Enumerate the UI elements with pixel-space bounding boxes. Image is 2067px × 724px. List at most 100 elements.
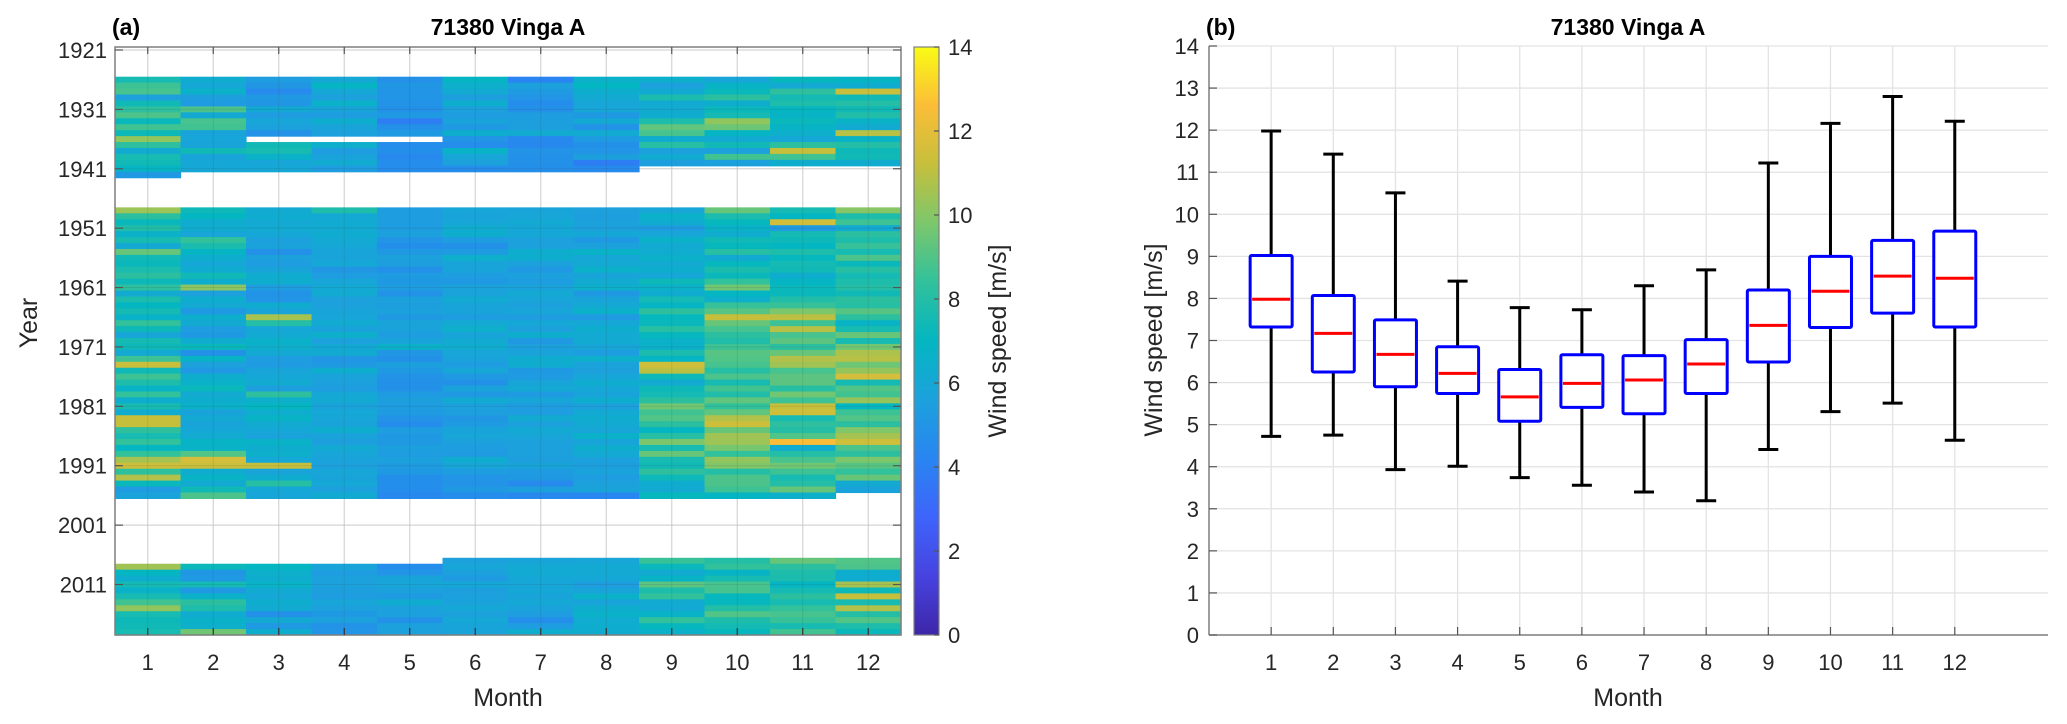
heatmap-cell <box>573 373 640 381</box>
heatmap-cell <box>639 403 706 410</box>
heatmap-cell <box>180 474 247 482</box>
heatmap-cell <box>115 581 182 589</box>
boxplot-title: 71380 Vinga A <box>1551 14 1706 40</box>
heatmap-cell <box>835 338 902 345</box>
heatmap-cell <box>442 153 509 161</box>
heatmap-cell <box>508 332 575 339</box>
heatmap-cell <box>704 367 771 375</box>
heatmap-cell <box>508 444 575 452</box>
heatmap-cell <box>573 569 640 577</box>
box-month-7 <box>1621 284 1667 494</box>
heatmap-cell <box>115 373 182 381</box>
heatmap-cell <box>508 320 575 327</box>
heatmap-cell <box>508 231 575 238</box>
heatmap-cell <box>442 100 509 107</box>
heatmap-cell <box>246 231 313 238</box>
heatmap-cell <box>835 415 902 422</box>
heatmap-cell <box>311 593 378 600</box>
heatmap-cell <box>639 456 706 464</box>
heatmap-cell <box>704 136 771 143</box>
heatmap-cell <box>180 147 247 155</box>
heatmap-cell <box>442 308 509 315</box>
heatmap-cell <box>508 124 575 131</box>
heatmap-cell <box>180 136 247 143</box>
heatmap-cell <box>377 147 444 155</box>
heatmap-cell <box>115 403 182 410</box>
heatmap-cell <box>704 361 771 369</box>
heatmap-cell <box>573 403 640 410</box>
heatmap-cell <box>508 343 575 351</box>
heatmap-cell <box>704 290 771 298</box>
heatmap-cell <box>508 421 575 428</box>
heatmap-cell <box>639 397 706 404</box>
heatmap-cell <box>573 433 640 440</box>
heatmap-cell <box>311 308 378 315</box>
heatmap-cell <box>704 433 771 440</box>
heatmap-cell <box>311 314 378 321</box>
heatmap-cell <box>442 492 509 499</box>
heatmap-cell <box>508 433 575 440</box>
heatmap-cell <box>835 326 902 333</box>
heatmap-cell <box>639 486 706 494</box>
heatmap-cell <box>704 611 771 618</box>
heatmap-cell <box>573 100 640 107</box>
heatmap-cell <box>770 314 837 321</box>
heatmap-cell <box>573 260 640 268</box>
heatmap-cell <box>246 266 313 274</box>
panel-label-b: (b) <box>1206 14 1235 40</box>
heatmap-cell <box>311 231 378 238</box>
heatmap-cell <box>835 409 902 416</box>
heatmap-cell <box>639 415 706 422</box>
heatmap-cell <box>377 397 444 404</box>
heatmap-cell <box>770 290 837 298</box>
heatmap-cell <box>246 617 313 624</box>
heatmap-cell <box>770 456 837 464</box>
heatmap-cell <box>377 355 444 363</box>
iqr-box <box>1435 345 1481 396</box>
heatmap-cell <box>442 284 509 292</box>
colorbar-label: Wind speed [m/s] <box>984 244 1012 437</box>
heatmap-cell <box>508 142 575 149</box>
heatmap-cell <box>770 213 837 220</box>
heatmap-cell <box>115 112 182 119</box>
heatmap-cell <box>311 207 378 214</box>
heatmap-cell <box>180 260 247 268</box>
heatmap-cell <box>835 314 902 321</box>
heatmap-cell <box>835 379 902 387</box>
heatmap-cell <box>246 308 313 315</box>
heatmap-cell <box>246 88 313 96</box>
heatmap-cell <box>246 415 313 422</box>
heatmap-cell <box>770 468 837 476</box>
heatmap-cell <box>115 492 182 499</box>
heatmap-cell <box>377 296 444 303</box>
heatmap-cell <box>377 575 444 583</box>
heatmap-cell <box>573 468 640 476</box>
heatmap-cell <box>246 444 313 452</box>
heatmap-cell <box>377 338 444 345</box>
heatmap-cell <box>704 320 771 327</box>
heatmap-cell <box>573 308 640 315</box>
heatmap-cell <box>770 557 837 565</box>
heatmap-cell <box>377 225 444 232</box>
heatmap-cell <box>770 617 837 624</box>
heatmap-cell <box>180 308 247 315</box>
heatmap-cell <box>639 587 706 595</box>
heatmap-title: 71380 Vinga A <box>431 14 586 40</box>
boxplot-y-tick-label: 0 <box>1187 623 1199 648</box>
heatmap-cell <box>311 563 378 571</box>
heatmap-cell <box>442 439 509 446</box>
heatmap-cell <box>180 468 247 476</box>
heatmap-cell <box>246 462 313 470</box>
heatmap-cell <box>442 302 509 309</box>
heatmap-cell <box>377 599 444 606</box>
heatmap-cell <box>508 308 575 315</box>
heatmap-cell <box>442 338 509 345</box>
heatmap-cell <box>442 88 509 96</box>
heatmap-cell <box>704 397 771 404</box>
heatmap-cell <box>770 593 837 600</box>
heatmap-cell <box>639 617 706 624</box>
heatmap-cell <box>573 581 640 589</box>
heatmap-cell <box>639 623 706 630</box>
heatmap-cell <box>573 290 640 298</box>
